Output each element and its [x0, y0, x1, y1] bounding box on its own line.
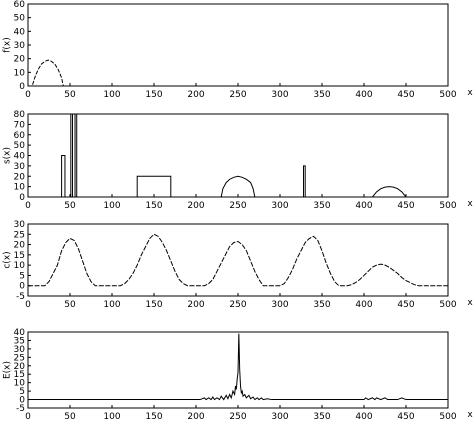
- y-tick-label: 0: [19, 282, 25, 292]
- y-tick-label: 5: [19, 271, 25, 281]
- x-tick-label: 150: [145, 412, 162, 422]
- y-tick-label: 60: [14, 0, 26, 10]
- x-tick-label: 50: [64, 201, 76, 211]
- y-tick-label: 50: [14, 141, 26, 151]
- x-tick-label: 50: [64, 90, 76, 100]
- y-tick-label: 10: [14, 183, 26, 193]
- y-tick-label: 25: [14, 230, 25, 240]
- x-tick-label: 300: [271, 90, 288, 100]
- x-tick-label: 150: [145, 90, 162, 100]
- x-tick-label: 350: [313, 201, 330, 211]
- x-tick-label: 150: [145, 300, 162, 310]
- plot-frame: [27, 3, 449, 87]
- x-tick-label: 400: [355, 412, 372, 422]
- y-axis-label: s(x): [3, 147, 13, 164]
- y-tick-label: 0: [19, 396, 25, 406]
- plot-frame: [27, 113, 449, 198]
- y-tick-label: 50: [14, 14, 26, 24]
- chart-panel-3: 0 50 100 150 200 250 300 350 400 450 500-505101520…: [3, 220, 474, 310]
- x-tick-label: 450: [397, 90, 414, 100]
- x-tick-label: 500: [439, 201, 456, 211]
- series-line-1: [28, 59, 448, 87]
- x-tick-label: 0: [25, 300, 31, 310]
- x-tick-label: 400: [355, 90, 372, 100]
- x-tick-label: 300: [271, 300, 288, 310]
- y-tick-label: 0: [19, 193, 25, 203]
- x-tick-label: 500: [439, 412, 456, 422]
- y-tick-label: 20: [14, 362, 26, 372]
- x-tick-label: 350: [313, 412, 330, 422]
- y-tick-label: 0: [19, 82, 25, 92]
- x-tick-label: 100: [103, 300, 120, 310]
- series-line-1: [28, 333, 448, 401]
- y-tick-label: -5: [16, 292, 25, 302]
- x-tick-label: 200: [187, 201, 204, 211]
- x-axis-label: x: [467, 199, 473, 209]
- y-axis-label: c(x): [3, 251, 13, 268]
- y-tick-label: 15: [14, 251, 25, 261]
- x-tick-label: 0: [25, 90, 31, 100]
- y-tick-label: 30: [14, 41, 26, 51]
- x-tick-label: 450: [397, 300, 414, 310]
- y-tick-label: 40: [14, 27, 26, 37]
- y-tick-label: 40: [14, 152, 26, 162]
- x-tick-label: 50: [64, 300, 76, 310]
- x-tick-label: 200: [187, 300, 204, 310]
- y-tick-label: 35: [14, 336, 25, 346]
- x-tick-label: 500: [439, 90, 456, 100]
- chart-panel-1: 0 50 100 150 200 250 300 350 400 450 500 0 10 20 30 40 5…: [3, 0, 474, 100]
- x-tick-label: 500: [439, 300, 456, 310]
- x-tick-label: 250: [229, 412, 246, 422]
- y-tick-label: 10: [14, 379, 26, 389]
- y-axis-label: E(x): [3, 361, 13, 379]
- x-tick-label: 350: [313, 300, 330, 310]
- y-tick-label: 30: [14, 345, 26, 355]
- series-line-1: [28, 113, 448, 198]
- x-tick-label: 450: [397, 412, 414, 422]
- x-tick-label: 200: [187, 90, 204, 100]
- y-tick-label: 25: [14, 353, 25, 363]
- y-tick-label: 80: [14, 110, 26, 120]
- y-tick-label: 30: [14, 162, 26, 172]
- y-axis-label: f(x): [3, 37, 13, 53]
- y-tick-label: 40: [14, 328, 26, 338]
- chart-panel-4: 0 50 100 150 200 250 300 350 400 450 500-505101520…: [3, 328, 474, 422]
- plot-frame: [27, 223, 449, 297]
- x-axis-label: x: [467, 410, 473, 420]
- y-tick-label: 20: [14, 172, 26, 182]
- y-tick-label: 5: [19, 387, 25, 397]
- x-tick-label: 50: [64, 412, 76, 422]
- x-tick-label: 350: [313, 90, 330, 100]
- x-tick-label: 250: [229, 300, 246, 310]
- x-tick-label: 300: [271, 412, 288, 422]
- x-axis-label: x: [467, 298, 473, 308]
- y-tick-label: 10: [14, 68, 26, 78]
- chart-panel-2: 0 50 100 150 200 250 300 350 400 450 5000102030405…: [3, 110, 474, 211]
- x-tick-label: 100: [103, 201, 120, 211]
- y-tick-label: 30: [14, 220, 26, 230]
- x-tick-label: 100: [103, 412, 120, 422]
- y-tick-label: 15: [14, 370, 25, 380]
- y-tick-label: 10: [14, 261, 26, 271]
- x-tick-label: 100: [103, 90, 120, 100]
- y-tick-label: 20: [14, 55, 26, 65]
- x-tick-label: 400: [355, 300, 372, 310]
- series-line-1: [28, 233, 448, 287]
- x-tick-label: 150: [145, 201, 162, 211]
- y-tick-label: 20: [14, 241, 26, 251]
- x-tick-label: 400: [355, 201, 372, 211]
- x-tick-label: 250: [229, 90, 246, 100]
- x-tick-label: 200: [187, 412, 204, 422]
- x-tick-label: 0: [25, 201, 31, 211]
- x-tick-label: 450: [397, 201, 414, 211]
- y-tick-label: -5: [16, 404, 25, 414]
- y-tick-label: 60: [14, 131, 26, 141]
- x-tick-label: 0: [25, 412, 31, 422]
- x-tick-label: 300: [271, 201, 288, 211]
- x-tick-label: 250: [229, 201, 246, 211]
- y-tick-label: 70: [14, 120, 26, 130]
- x-axis-label: x: [467, 88, 473, 98]
